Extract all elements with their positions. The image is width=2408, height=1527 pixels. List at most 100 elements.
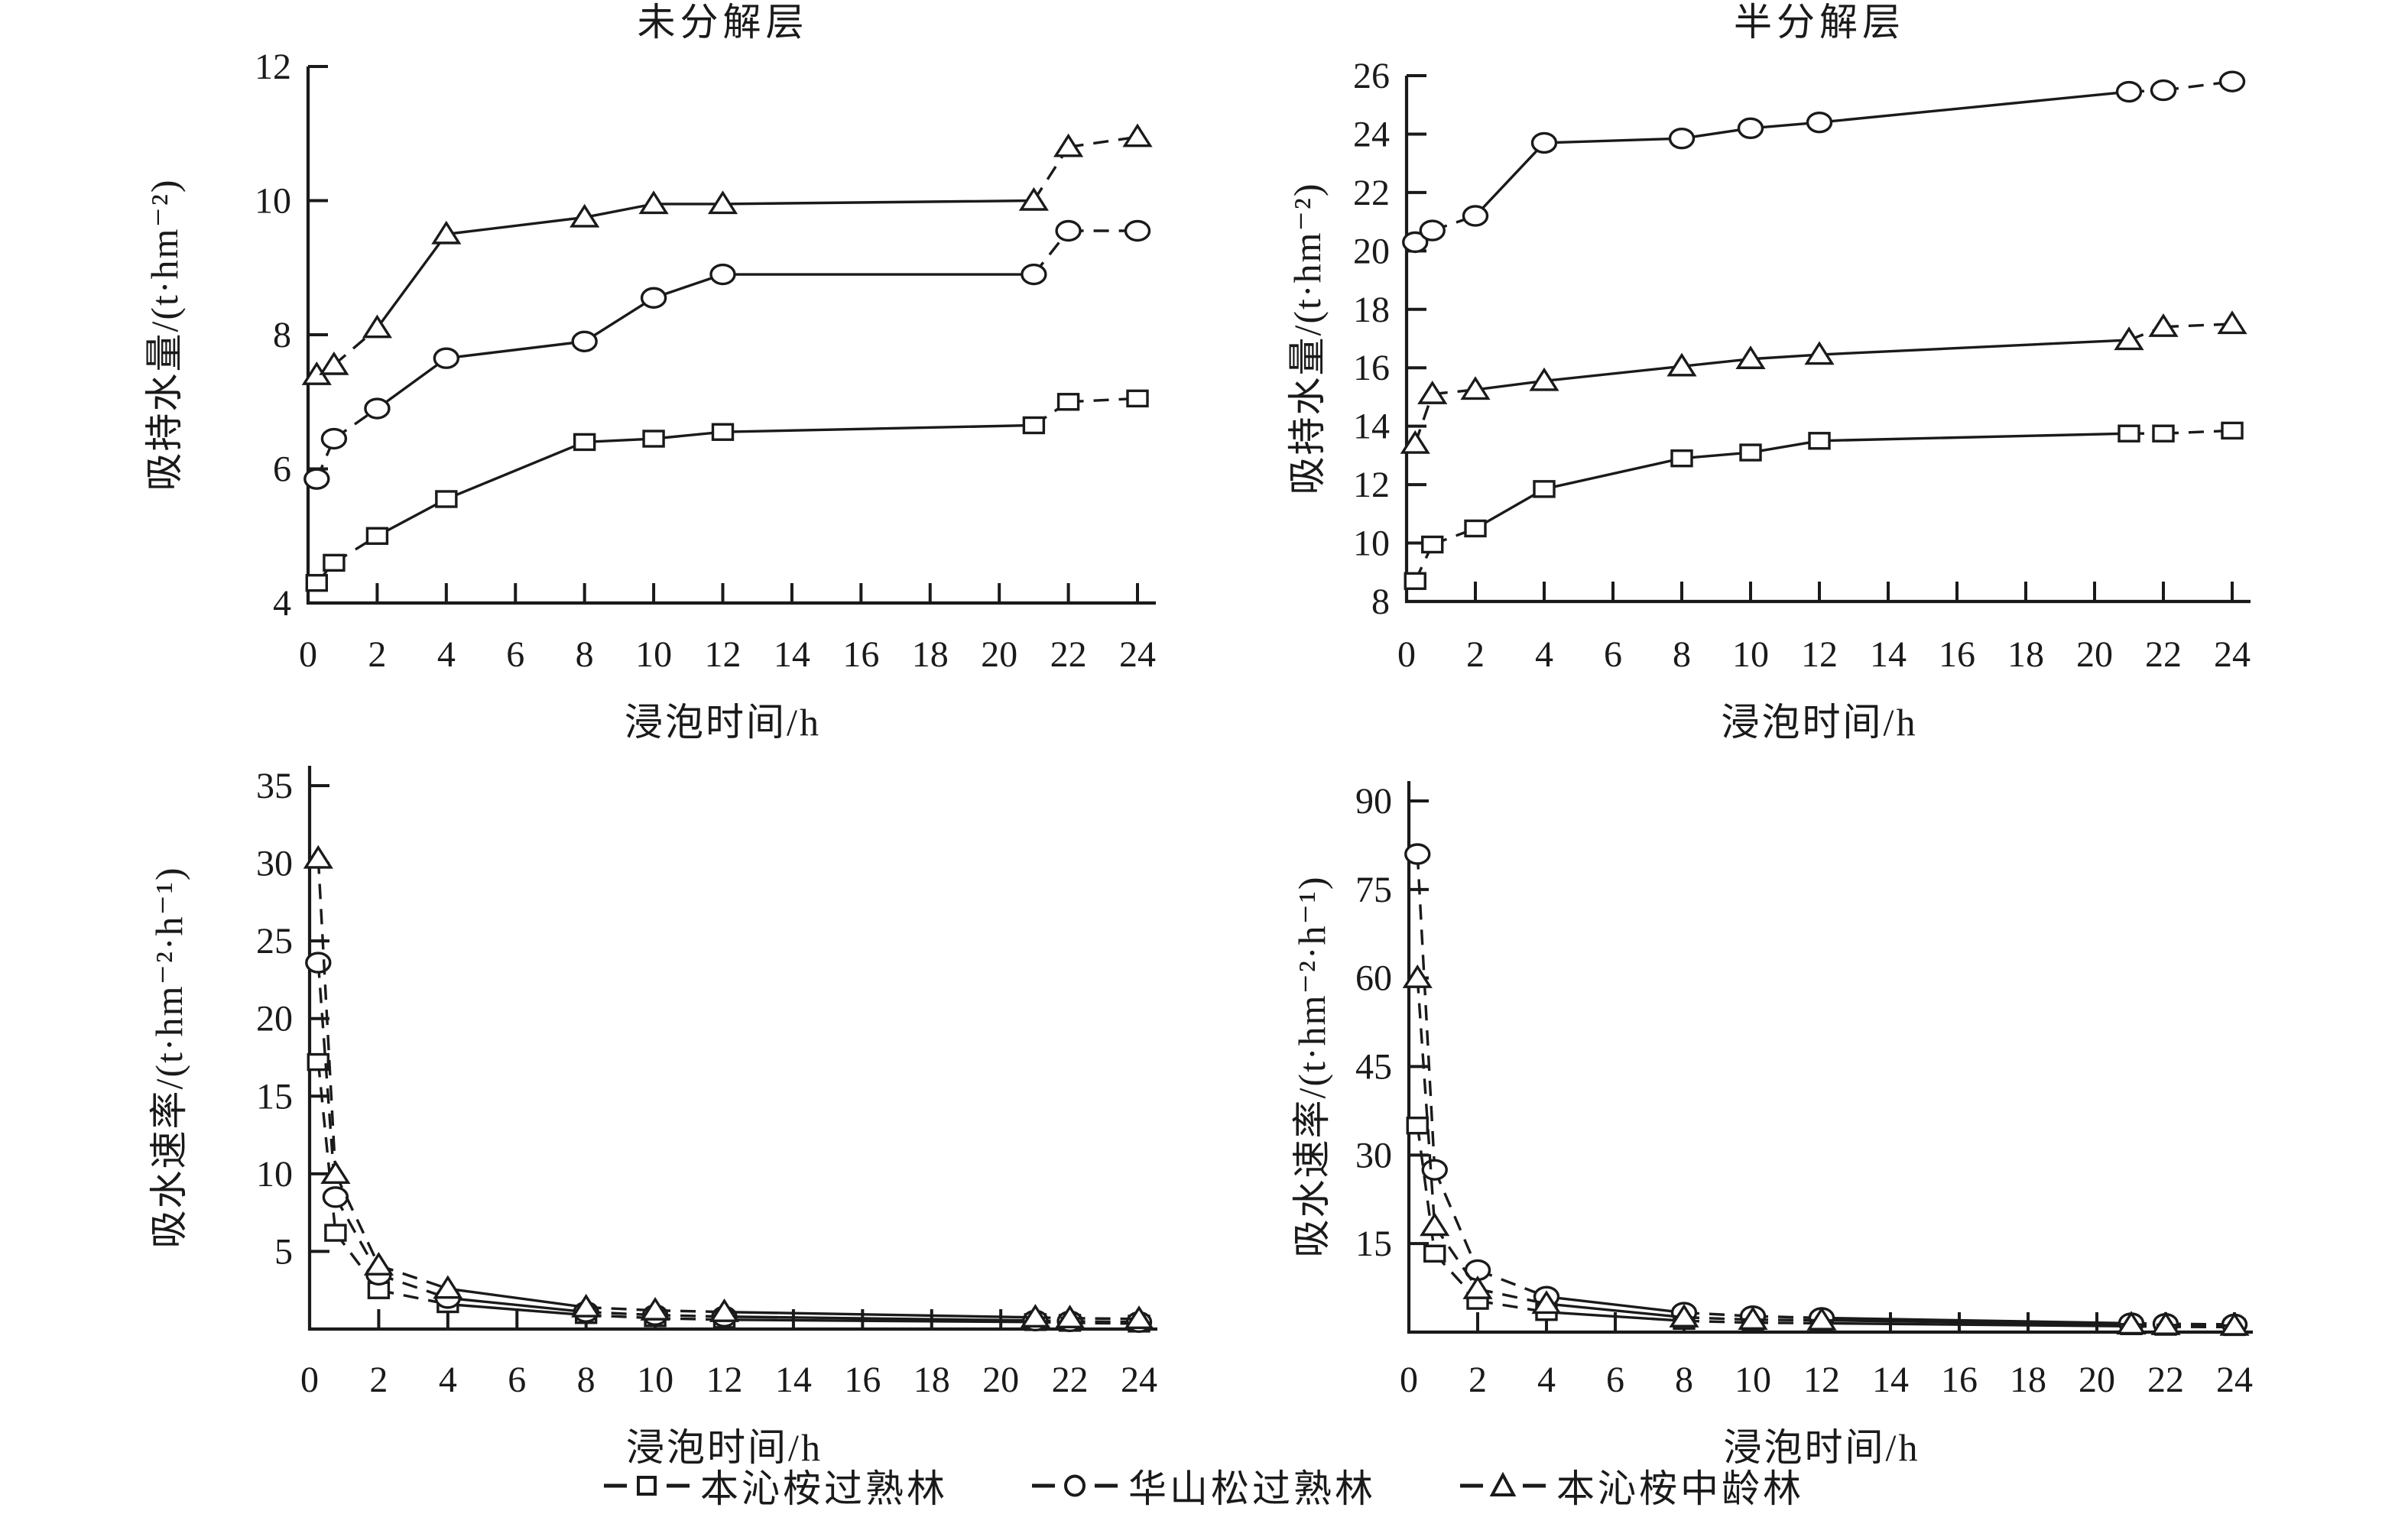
square-marker-icon [637,1476,657,1496]
series-segment [1543,137,1683,144]
series-segment [446,216,585,236]
x-tick-label: 14 [774,634,810,675]
series-segment [1681,358,1751,368]
series-segment [1543,457,1683,491]
series-segment [316,858,337,1174]
circle-marker [1737,117,1764,140]
series-segment [1069,1317,1140,1321]
circle-marker [571,330,598,352]
x-tick-label: 8 [1675,1360,1693,1400]
series-segment [447,1296,586,1314]
y-tick-label: 24 [1353,114,1390,154]
series-triangle [301,123,1153,385]
series-segment [1475,488,1545,530]
x-tick-label: 14 [1872,1360,1909,1400]
series-segment [1752,1318,1822,1322]
x-tick-label: 14 [1870,634,1907,675]
triangle-marker [320,1160,351,1185]
legend-item-triangle: 本沁桉中龄林 [1460,1458,1804,1513]
x-tick-label: 22 [2147,1360,2184,1400]
series-square [307,1052,1150,1333]
triangle-marker [1417,380,1448,404]
x-tick-label: 18 [2010,1360,2046,1400]
circle-marker [322,1186,349,1208]
series-segment [447,1302,586,1317]
square-marker [1056,393,1080,411]
square-marker [435,490,458,508]
chart-svg: 0 2 4 6 8 10 12 14 16 18 20 22 248101214161820222426… [1286,1,2251,744]
x-tick-label: 20 [982,1360,1019,1400]
series-segment [1819,432,2130,443]
x-tick-label: 12 [1803,1360,1840,1400]
circle-marker [2218,70,2246,92]
square-marker [365,527,389,545]
x-tick-label: 18 [912,634,949,675]
triangle-marker [2219,1311,2250,1336]
circle-marker [1462,205,1489,227]
y-tick-label: 10 [256,1154,293,1195]
series-segment [316,1062,337,1234]
y-tick-label: 45 [1355,1047,1392,1088]
x-tick-label: 14 [775,1360,812,1400]
x-tick-label: 6 [1604,634,1622,675]
series-segment [1068,135,1138,148]
y-tick-label: 14 [1353,407,1390,447]
x-axis-title: 浸泡时间/h [625,701,821,744]
triangle-marker [1122,123,1153,148]
legend-circle-glyph [1032,1474,1118,1497]
series-segment [376,357,447,410]
series-segment [584,437,654,444]
y-tick-label: 8 [273,315,291,355]
series-segment [1475,379,1545,391]
y-axis-title: 吸水速率/(t·hm⁻²·h⁻¹) [148,866,190,1248]
triangle-marker [2116,1311,2147,1335]
y-tick-label: 60 [1355,958,1392,999]
x-tick-label: 16 [844,1360,881,1400]
circle-marker [433,347,460,369]
x-tick-label: 22 [1050,634,1087,675]
x-tick-label: 6 [508,1360,526,1400]
y-tick-label: 12 [1353,465,1390,505]
series-segment [446,440,586,501]
square-marker [2118,424,2140,443]
legend-square-glyph [604,1476,690,1496]
triangle-marker [707,190,738,215]
series-segment [1821,1316,2132,1325]
x-axis-title: 浸泡时间/h [626,1426,823,1469]
x-tick-label: 2 [369,1360,388,1400]
triangle-marker [362,314,393,339]
series-segment [1433,1169,1479,1271]
series-segment [446,340,585,360]
series-segment [2165,1324,2235,1328]
x-tick-label: 16 [1941,1360,1978,1400]
chart-svg: 0 2 4 6 8 10 12 14 16 18 20 22 24153045607590浸泡时间/h吸… [1290,781,2253,1469]
triangle-marker [640,1296,670,1321]
y-tick-label: 75 [1355,870,1392,910]
x-tick-label: 12 [1801,634,1838,675]
y-axis-title: 吸水速率/(t·hm⁻²·h⁻¹) [1290,875,1333,1257]
series-segment [1683,1315,1754,1321]
legend-item-label: 本沁桉中龄林 [1556,1467,1804,1510]
circle-marker [1530,131,1558,154]
x-tick-label: 4 [1537,1360,1556,1400]
triangle-marker [363,1252,394,1276]
series-segment [653,430,723,440]
series-square [305,389,1149,592]
triangle-marker [1738,1306,1768,1330]
circle-marker [1021,263,1047,286]
y-axis-title: 吸持水量/(t·hm⁻²) [1286,182,1329,494]
series-segment [1750,353,1820,361]
series-segment [583,297,654,343]
circle-marker [303,468,330,490]
square-marker [711,423,735,441]
y-tick-label: 30 [256,844,293,884]
square-marker [2152,424,2175,443]
series-segment [376,498,447,537]
series-segment [334,1173,380,1266]
y-tick-label: 15 [1355,1224,1392,1264]
triangle-marker [1735,345,1766,369]
triangle-marker [1666,352,1697,377]
y-axis-title: 吸持水量/(t·hm⁻²) [143,178,186,491]
square-marker [1421,535,1444,554]
circle-marker [1421,1159,1448,1181]
